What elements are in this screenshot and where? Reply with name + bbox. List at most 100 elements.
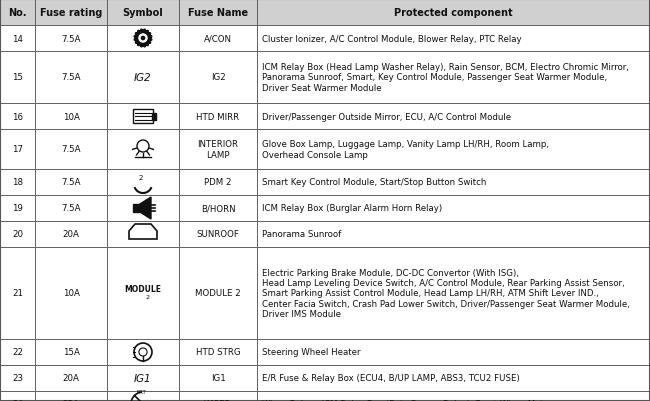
Bar bbox=[179, 391, 257, 401]
Bar bbox=[0, 365, 35, 391]
Bar bbox=[107, 339, 179, 365]
Bar bbox=[0, 247, 35, 339]
Text: MODULE 2: MODULE 2 bbox=[195, 289, 241, 298]
Circle shape bbox=[142, 37, 144, 41]
Bar bbox=[179, 104, 257, 130]
Text: 20A: 20A bbox=[62, 230, 79, 239]
Text: 2: 2 bbox=[145, 295, 149, 300]
Text: 19: 19 bbox=[12, 204, 23, 213]
Bar bbox=[257, 339, 650, 365]
Bar bbox=[257, 170, 650, 196]
Bar bbox=[0, 196, 35, 221]
Text: Panorama Sunroof: Panorama Sunroof bbox=[262, 230, 341, 239]
Text: IG1: IG1 bbox=[211, 374, 226, 383]
Bar bbox=[257, 130, 650, 170]
Bar bbox=[0, 221, 35, 247]
Text: IG1: IG1 bbox=[134, 373, 152, 383]
Bar bbox=[0, 104, 35, 130]
Text: Glove Box Lamp, Luggage Lamp, Vanity Lamp LH/RH, Room Lamp,
Overhead Console Lam: Glove Box Lamp, Luggage Lamp, Vanity Lam… bbox=[262, 140, 549, 159]
Bar bbox=[152, 113, 156, 120]
Bar bbox=[107, 104, 179, 130]
Text: ICM Relay Box (Head Lamp Washer Relay), Rain Sensor, BCM, Electro Chromic Mirror: ICM Relay Box (Head Lamp Washer Relay), … bbox=[262, 63, 629, 93]
Bar bbox=[179, 365, 257, 391]
Bar bbox=[107, 52, 179, 104]
Bar bbox=[257, 52, 650, 104]
Text: Steering Wheel Heater: Steering Wheel Heater bbox=[262, 348, 361, 356]
Text: No.: No. bbox=[8, 8, 27, 18]
Text: 15: 15 bbox=[12, 73, 23, 82]
Bar bbox=[0, 339, 35, 365]
Text: 2: 2 bbox=[139, 174, 144, 180]
Bar bbox=[133, 205, 140, 213]
Bar bbox=[257, 221, 650, 247]
Bar bbox=[133, 110, 153, 124]
Text: Symbol: Symbol bbox=[123, 8, 163, 18]
Text: Electric Parking Brake Module, DC-DC Convertor (With ISG),
Head Lamp Leveling De: Electric Parking Brake Module, DC-DC Con… bbox=[262, 268, 630, 318]
Polygon shape bbox=[140, 198, 151, 219]
Bar bbox=[107, 130, 179, 170]
Bar bbox=[179, 0, 257, 26]
Bar bbox=[107, 247, 179, 339]
Circle shape bbox=[139, 35, 147, 43]
Text: INTERIOR
LAMP: INTERIOR LAMP bbox=[198, 140, 239, 159]
Text: 7.5A: 7.5A bbox=[61, 145, 81, 154]
Text: 20A: 20A bbox=[62, 374, 79, 383]
Text: MODULE: MODULE bbox=[125, 285, 161, 294]
Text: HTD MIRR: HTD MIRR bbox=[196, 112, 240, 121]
Bar bbox=[0, 26, 35, 52]
Text: 25A: 25A bbox=[62, 399, 79, 401]
Bar bbox=[35, 391, 107, 401]
Bar bbox=[179, 221, 257, 247]
Text: 7.5A: 7.5A bbox=[61, 34, 81, 43]
Bar bbox=[107, 221, 179, 247]
Bar bbox=[35, 26, 107, 52]
Bar bbox=[257, 104, 650, 130]
Text: IG2: IG2 bbox=[211, 73, 226, 82]
Text: 20: 20 bbox=[12, 230, 23, 239]
Text: 24: 24 bbox=[12, 399, 23, 401]
Text: WIPER: WIPER bbox=[204, 399, 232, 401]
Text: 15A: 15A bbox=[62, 348, 79, 356]
Text: 22: 22 bbox=[12, 348, 23, 356]
Text: 16: 16 bbox=[12, 112, 23, 121]
Text: 10A: 10A bbox=[62, 112, 79, 121]
Text: HTD STRG: HTD STRG bbox=[196, 348, 240, 356]
Bar bbox=[0, 0, 35, 26]
Text: A/CON: A/CON bbox=[204, 34, 232, 43]
Text: Fuse rating: Fuse rating bbox=[40, 8, 102, 18]
Text: 14: 14 bbox=[12, 34, 23, 43]
Text: Wiper Relay , ICM Relay Box (Rain Sensor Relay), Front Wiper Motor: Wiper Relay , ICM Relay Box (Rain Sensor… bbox=[262, 399, 552, 401]
Bar bbox=[257, 247, 650, 339]
Text: Smart Key Control Module, Start/Stop Button Switch: Smart Key Control Module, Start/Stop But… bbox=[262, 178, 486, 187]
Bar bbox=[0, 170, 35, 196]
Text: Driver/Passenger Outside Mirror, ECU, A/C Control Module: Driver/Passenger Outside Mirror, ECU, A/… bbox=[262, 112, 511, 121]
Text: SUNROOF: SUNROOF bbox=[196, 230, 239, 239]
Polygon shape bbox=[134, 30, 152, 48]
Bar bbox=[0, 130, 35, 170]
Text: Cluster Ionizer, A/C Control Module, Blower Relay, PTC Relay: Cluster Ionizer, A/C Control Module, Blo… bbox=[262, 34, 521, 43]
Bar bbox=[107, 170, 179, 196]
Bar bbox=[35, 221, 107, 247]
Bar bbox=[35, 365, 107, 391]
Text: Fuse Name: Fuse Name bbox=[188, 8, 248, 18]
Bar bbox=[257, 196, 650, 221]
Bar bbox=[179, 247, 257, 339]
Bar bbox=[179, 170, 257, 196]
Bar bbox=[35, 247, 107, 339]
Text: 7.5A: 7.5A bbox=[61, 204, 81, 213]
Bar bbox=[35, 0, 107, 26]
Text: FRT: FRT bbox=[136, 389, 146, 395]
Bar bbox=[107, 391, 179, 401]
Bar bbox=[35, 104, 107, 130]
Text: 7.5A: 7.5A bbox=[61, 178, 81, 187]
Bar bbox=[0, 391, 35, 401]
Text: 23: 23 bbox=[12, 374, 23, 383]
Bar bbox=[35, 52, 107, 104]
Text: PDM 2: PDM 2 bbox=[204, 178, 232, 187]
Bar bbox=[179, 52, 257, 104]
Text: 17: 17 bbox=[12, 145, 23, 154]
Text: ICM Relay Box (Burglar Alarm Horn Relay): ICM Relay Box (Burglar Alarm Horn Relay) bbox=[262, 204, 442, 213]
Bar bbox=[179, 196, 257, 221]
Bar bbox=[179, 339, 257, 365]
Text: 10A: 10A bbox=[62, 289, 79, 298]
